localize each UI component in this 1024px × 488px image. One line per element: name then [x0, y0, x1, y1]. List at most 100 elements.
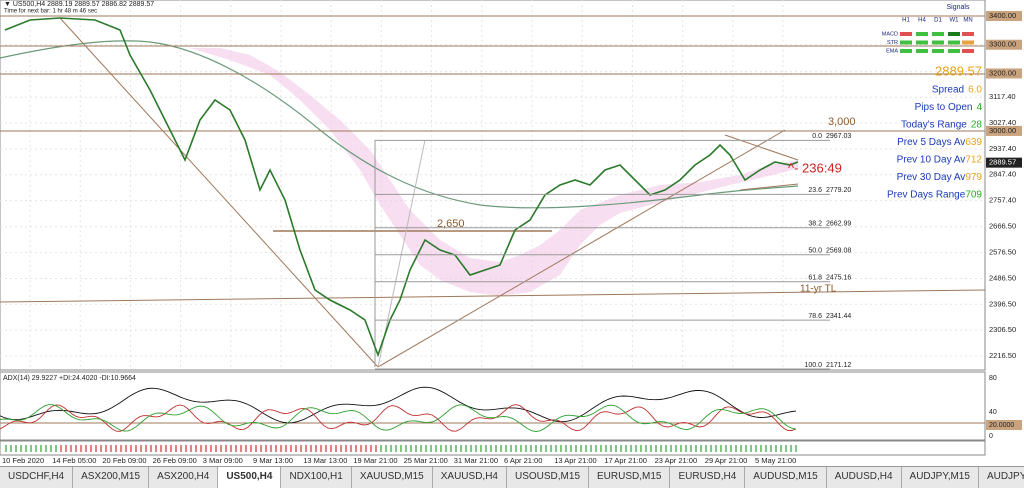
- signal-cell: [948, 40, 960, 45]
- trend-line: [724, 134, 799, 161]
- chart-tab[interactable]: XAUUSD,H4: [433, 467, 507, 488]
- chart-tabs: USDCHF,H4 ASX200,M15 ASX200,H4 US500,H4 NDX1…: [0, 466, 1024, 488]
- signal-column: MN: [963, 18, 972, 24]
- x-tick-label: 3 Mar 09:00: [203, 456, 243, 465]
- adx-panel: [0, 371, 986, 441]
- info-label: Spread: [932, 85, 964, 96]
- chart-tab[interactable]: ASX200,M15: [73, 467, 150, 488]
- annotation: ^- 236:49: [788, 160, 842, 175]
- x-tick-label: 10 Feb 2020: [2, 456, 44, 465]
- x-tick-label: 29 Apr 21:00: [705, 456, 748, 465]
- fib-ratio: 0.0: [812, 133, 822, 140]
- y-tick-label: 3117.40: [989, 92, 1016, 101]
- symbol-line: ▼ US500,H4 2889.19 2889.57 2886.82 2889.…: [4, 1, 154, 8]
- chart-tab[interactable]: EURUSD,H4: [670, 467, 746, 488]
- moving-average: [0, 40, 799, 209]
- trend-line: [377, 129, 786, 368]
- signal-cell: [900, 40, 912, 45]
- chart-tab[interactable]: AUDJPY,M15: [902, 467, 979, 488]
- signal-cell: [962, 40, 974, 45]
- price-line: [4, 17, 799, 358]
- adx-lines: [0, 386, 797, 432]
- x-tick-label: 5 May 21:00: [755, 456, 796, 465]
- x-tick-label: 13 Mar 13:00: [303, 456, 347, 465]
- adx-line: [0, 404, 797, 432]
- chart-tab[interactable]: XAUUSD,M15: [352, 467, 433, 488]
- fib-ratio: 38.2: [808, 221, 822, 228]
- signal-cell: [948, 49, 960, 53]
- y-tick-label: 2306.50: [989, 325, 1016, 334]
- adx-tick-label: 40: [989, 409, 997, 416]
- chart-window: 0.0 2967.03 23.6 2779.20 38.2 2662.99 50.0 2569…: [0, 0, 1022, 465]
- fib-ratio: 100.0: [804, 362, 822, 369]
- fib-price: 2341.44: [826, 313, 851, 320]
- chart-tab[interactable]: AUDJPY,H4: [979, 467, 1024, 488]
- chart-tab[interactable]: AUDUSD,H4: [827, 467, 902, 488]
- trend-panel: [0, 440, 986, 456]
- signal-cell: [932, 49, 944, 53]
- chart-tab[interactable]: AUDUSD,M15: [745, 467, 827, 488]
- info-value: 4: [976, 102, 982, 113]
- level-box: [986, 68, 1022, 79]
- fib-ratio: 78.6: [808, 313, 822, 320]
- y-tick-label: 3400.00: [989, 11, 1016, 20]
- bar-timer: Time for next bar: 1 hr 48 m 46 sec: [4, 9, 97, 15]
- fib-price: 2967.03: [826, 133, 851, 140]
- level-box: [986, 125, 1022, 136]
- annotation: 11-yr TL: [800, 284, 837, 295]
- adx-label: ADX(14) 29.9227 +DI:24.4020 -DI:10.9664: [3, 375, 136, 382]
- x-tick-label: 31 Mar 21:00: [454, 456, 498, 465]
- signal-row: MACD: [882, 31, 898, 37]
- y-tick-label: 2486.50: [989, 273, 1016, 282]
- info-price: 2889.57: [935, 63, 982, 78]
- y-tick-label: 3027.40: [989, 118, 1016, 127]
- chart-tab[interactable]: ASX200,H4: [149, 467, 219, 488]
- signal-cell: [916, 40, 928, 45]
- y-tick-label: 2666.50: [989, 222, 1016, 231]
- annotation: 3,000: [828, 116, 856, 128]
- chart-tab[interactable]: USDCHF,H4: [0, 467, 74, 488]
- info-value: 979: [965, 172, 982, 183]
- adx-tick-label: 0: [989, 433, 993, 440]
- x-tick-label: 26 Feb 09:00: [153, 456, 197, 465]
- chart-tab[interactable]: NDX100,H1: [281, 467, 352, 488]
- fib-anchor: [377, 139, 426, 368]
- signals-panel: Signals H1 H4 D1 W1 MN MACD STR EMA: [882, 4, 974, 54]
- fib-price: 2662.99: [826, 221, 851, 228]
- x-tick-label: 14 Feb 05:00: [52, 456, 96, 465]
- signal-cell: [948, 32, 960, 36]
- y-tick-label: 2937.40: [989, 144, 1016, 153]
- x-tick-label: 23 Apr 21:00: [655, 456, 698, 465]
- signals-title: Signals: [947, 4, 970, 11]
- price-panel: [0, 0, 986, 371]
- signal-cell: [932, 40, 944, 45]
- adx-line: [0, 404, 797, 432]
- info-label: Prev Days Range: [887, 190, 966, 201]
- y-tick-label: 3200.00: [989, 68, 1016, 77]
- signal-cell: [916, 49, 928, 53]
- fib-levels: 0.0 2967.03 23.6 2779.20 38.2 2662.99 50.0 2569…: [375, 133, 851, 370]
- fib-price: 2569.08: [826, 248, 851, 255]
- chart-tab[interactable]: EURUSD,M15: [589, 467, 671, 488]
- y-tick-label: 2576.50: [989, 248, 1016, 257]
- info-value: 28: [971, 120, 983, 131]
- signal-cell: [916, 32, 928, 36]
- x-tick-label: 9 Mar 13:00: [253, 456, 293, 465]
- current-price: 2889.57: [989, 158, 1016, 167]
- signal-column: W1: [950, 18, 960, 24]
- grid: [0, 0, 985, 370]
- signal-cell: [932, 32, 944, 36]
- chart-tab[interactable]: US500,H4: [218, 467, 282, 488]
- price-axis: 3400.003300.003207.403200.003117.403027.…: [986, 11, 1022, 440]
- level-box: [986, 39, 1022, 50]
- signal-cell: [900, 32, 912, 36]
- info-label: Today's Range: [901, 120, 967, 131]
- fib-price: 2475.16: [826, 275, 851, 282]
- chart-tab[interactable]: USOUSD,M15: [507, 467, 589, 488]
- adx-line: [0, 386, 797, 424]
- x-tick-label: 6 Apr 21:00: [504, 456, 542, 465]
- trend-line: [0, 289, 986, 303]
- signal-cell: [962, 49, 974, 53]
- fib-ratio: 23.6: [808, 187, 822, 194]
